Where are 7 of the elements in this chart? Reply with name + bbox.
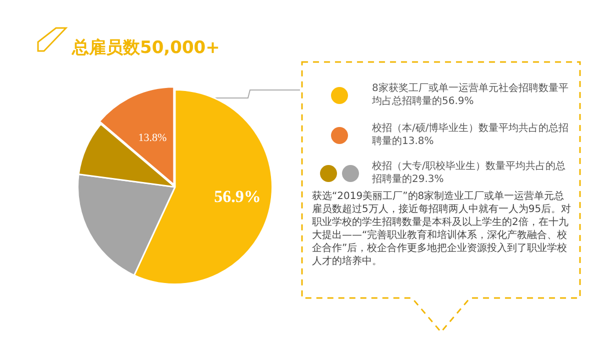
- text: 校招（本/硕/博毕业生）数量平均共占的总招聘量的13.8%: [372, 122, 570, 148]
- data-label: 13.8%: [138, 132, 167, 144]
- data-label: 56.9%: [214, 186, 261, 206]
- chart-title: 总雇员数50,000+: [72, 37, 220, 59]
- text: 8家获奖工厂或单一运营单元社会招聘数量平均占总招聘量的56.9%: [372, 82, 570, 108]
- text: 校招（大专/职校毕业生）数量平均共占的总招聘量的29.3%: [372, 160, 566, 186]
- text: 获选“2019美丽工厂”的8家制造业工厂或单一运营单元总雇员数超过5万人，接近每招聘两人中就有一人为95后。对职业学校的学生招聘数量是本科及以上学生的2倍，在十九大提出——“完善职业教育和培训体系，深化产教融合、校企合作”后，校企合作更多地把企业资源投入到了职业学校人才的培养中。: [312, 190, 572, 268]
